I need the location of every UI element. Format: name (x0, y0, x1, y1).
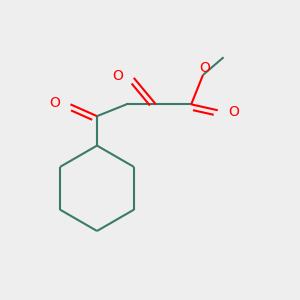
Text: O: O (229, 105, 239, 119)
Text: O: O (112, 69, 123, 83)
Text: O: O (199, 61, 210, 75)
Text: O: O (49, 96, 60, 110)
